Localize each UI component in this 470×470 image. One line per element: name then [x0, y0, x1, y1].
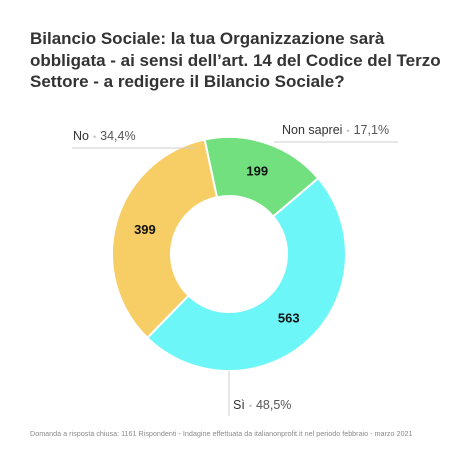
- footnote: Domanda a risposta chiusa: 1161 Risponde…: [30, 429, 413, 438]
- value-label-s: 563: [278, 310, 300, 325]
- category-label-non-saprei: Non saprei • 17,1%: [282, 123, 389, 137]
- category-label-s: Sì • 48,5%: [233, 398, 291, 412]
- category-label-no: No • 34,4%: [73, 129, 136, 143]
- value-label-no: 399: [134, 222, 156, 237]
- chart-title: Bilancio Sociale: la tua Organizzazione …: [30, 29, 441, 91]
- slice-no: [111, 138, 219, 340]
- value-label-non-saprei: 199: [246, 164, 268, 179]
- slice-s: [145, 176, 347, 372]
